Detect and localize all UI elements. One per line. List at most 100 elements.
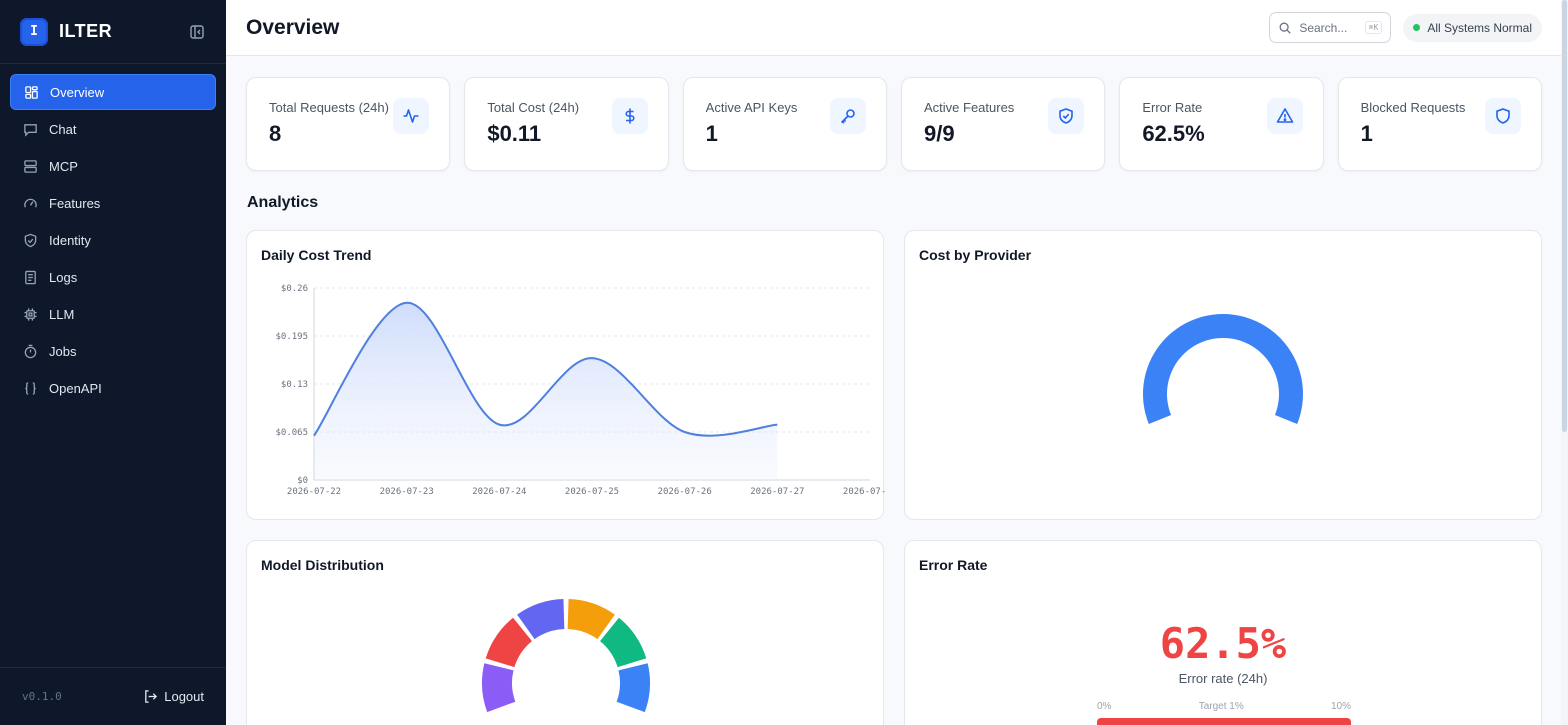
stat-label: Active API Keys — [705, 100, 798, 115]
x-tick-label: 2026-07-28 — [843, 487, 885, 497]
logout-icon — [143, 689, 158, 704]
x-tick-label: 2026-07-27 — [750, 487, 804, 497]
sidebar-item-mcp[interactable]: MCP — [10, 148, 216, 184]
search-input[interactable]: Search... ⌘K — [1269, 12, 1392, 43]
stat-label: Total Cost (24h) — [487, 100, 580, 115]
pie-slice[interactable] — [616, 663, 650, 713]
cost-by-provider-card: Cost by Provider — [904, 230, 1542, 520]
dollar-icon — [611, 98, 648, 134]
chat-icon — [22, 121, 38, 137]
model-distribution-chart[interactable] — [247, 541, 885, 725]
analytics-heading: Analytics — [247, 194, 319, 211]
pie-slice[interactable] — [1143, 314, 1303, 424]
logout-button[interactable]: Logout — [143, 689, 204, 704]
braces-icon — [22, 380, 38, 396]
stat-value: 1 — [1360, 121, 1373, 146]
sidebar-item-label: Overview — [50, 84, 105, 100]
card-title: Error Rate — [919, 557, 988, 573]
log-file-icon — [22, 269, 38, 285]
pie-slice[interactable] — [567, 599, 615, 640]
stat-value: 8 — [269, 121, 282, 146]
gauge-icon — [22, 195, 38, 211]
stat-value: 1 — [705, 121, 718, 146]
sidebar-item-label: Features — [49, 195, 101, 211]
status-label: All Systems Normal — [1427, 20, 1532, 35]
stat-card-total-requests: Total Requests (24h) 8 — [246, 77, 451, 171]
sidebar-item-overview[interactable]: Overview — [10, 74, 216, 110]
model-distribution-card: Model Distribution — [246, 540, 884, 725]
sidebar-item-openapi[interactable]: OpenAPI — [10, 370, 216, 406]
main-scrollbar[interactable] — [1561, 0, 1568, 725]
top-header: Overview Search... ⌘K All Systems Normal — [226, 0, 1568, 56]
sidebar-item-jobs[interactable]: Jobs — [10, 333, 216, 369]
stat-card-active-features: Active Features 9/9 — [900, 77, 1106, 171]
y-tick-label: $0.26 — [281, 284, 308, 294]
error-rate-scale: 0% Target 1% 10% — [1097, 701, 1351, 712]
error-scale-max: 10% — [1330, 701, 1351, 712]
pie-slice[interactable] — [600, 617, 647, 668]
x-tick-label: 2026-07-26 — [658, 487, 712, 497]
system-status-badge[interactable]: All Systems Normal — [1403, 13, 1542, 42]
sidebar-item-label: MCP — [49, 158, 78, 174]
sidebar-item-identity[interactable]: Identity — [10, 222, 216, 258]
shield-check-icon — [1048, 98, 1085, 134]
sidebar-item-label: Logs — [49, 269, 78, 285]
stats-row: Total Requests (24h) 8 Total Cost (24h) … — [246, 77, 1542, 171]
cost-trend-line[interactable] — [313, 301, 778, 437]
stat-label: Total Requests (24h) — [269, 100, 389, 115]
x-tick-label: 2026-07-24 — [472, 487, 526, 497]
error-scale-min: 0% — [1097, 701, 1112, 712]
stat-value: 62.5% — [1142, 121, 1205, 146]
daily-cost-chart[interactable]: $0 $0.065 $0.13 $0.195 $0.26 2026-07-22 2026-0… — [247, 231, 885, 521]
shield-icon — [1484, 98, 1521, 134]
timer-icon — [22, 343, 38, 359]
search-shortcut: ⌘K — [1364, 21, 1383, 34]
card-title: Cost by Provider — [919, 247, 1032, 263]
alert-triangle-icon — [1266, 98, 1303, 134]
sidebar-item-chat[interactable]: Chat — [10, 111, 216, 147]
card-title: Daily Cost Trend — [261, 247, 372, 263]
stat-value: $0.11 — [487, 121, 542, 146]
y-tick-label: $0.195 — [275, 332, 308, 342]
sidebar-collapse-icon[interactable] — [188, 23, 206, 41]
error-rate-value: 62.5% — [1159, 619, 1287, 668]
brand-logo[interactable]: I — [20, 17, 48, 46]
scroll-thumb[interactable] — [1562, 0, 1567, 432]
stat-card-total-cost: Total Cost (24h) $0.11 — [464, 77, 669, 171]
x-tick-label: 2026-07-22 — [287, 487, 341, 497]
error-rate-caption: Error rate (24h) — [1178, 671, 1268, 686]
y-tick-label: $0.13 — [281, 380, 308, 390]
stat-card-error-rate: Error Rate 62.5% — [1119, 77, 1324, 171]
key-icon — [829, 98, 866, 134]
status-dot-icon — [1413, 24, 1421, 31]
y-tick-label: $0.065 — [275, 428, 308, 438]
logout-label: Logout — [164, 689, 204, 704]
sidebar-item-llm[interactable]: LLM — [10, 296, 216, 332]
stat-card-blocked-requests: Blocked Requests 1 — [1337, 77, 1542, 171]
error-rate-bar — [1097, 718, 1351, 725]
pie-slice[interactable] — [517, 599, 565, 640]
sidebar-item-label: Chat — [49, 121, 77, 137]
sidebar-item-label: LLM — [49, 306, 75, 322]
sidebar: I ILTER Overview Chat MCP Features Ident… — [0, 0, 226, 725]
activity-icon — [393, 98, 430, 134]
cost-by-provider-chart[interactable] — [905, 231, 1543, 521]
sidebar-item-features[interactable]: Features — [10, 185, 216, 221]
sidebar-item-label: OpenAPI — [49, 380, 102, 396]
pie-slice[interactable] — [482, 663, 516, 713]
version-label: v0.1.0 — [22, 690, 62, 703]
search-placeholder: Search... — [1299, 20, 1348, 35]
daily-cost-card: Daily Cost Trend $0 $0.065 $0.13 $0.195 $0.2… — [246, 230, 885, 521]
stat-value: 9/9 — [923, 121, 955, 146]
server-icon — [22, 158, 38, 174]
error-rate-card: Error Rate 62.5% Error rate (24h) 0% Tar… — [904, 540, 1542, 725]
y-tick-label: $0 — [297, 476, 308, 486]
sidebar-item-logs[interactable]: Logs — [10, 259, 216, 295]
brand-name[interactable]: ILTER — [59, 21, 113, 41]
sidebar-item-label: Jobs — [49, 343, 77, 359]
sidebar-footer: v0.1.0 Logout — [0, 667, 226, 725]
pie-slice[interactable] — [485, 617, 532, 668]
stat-card-active-api-keys: Active API Keys 1 — [682, 77, 887, 171]
sidebar-nav: Overview Chat MCP Features Identity Logs… — [0, 64, 226, 417]
x-tick-label: 2026-07-25 — [565, 487, 619, 497]
